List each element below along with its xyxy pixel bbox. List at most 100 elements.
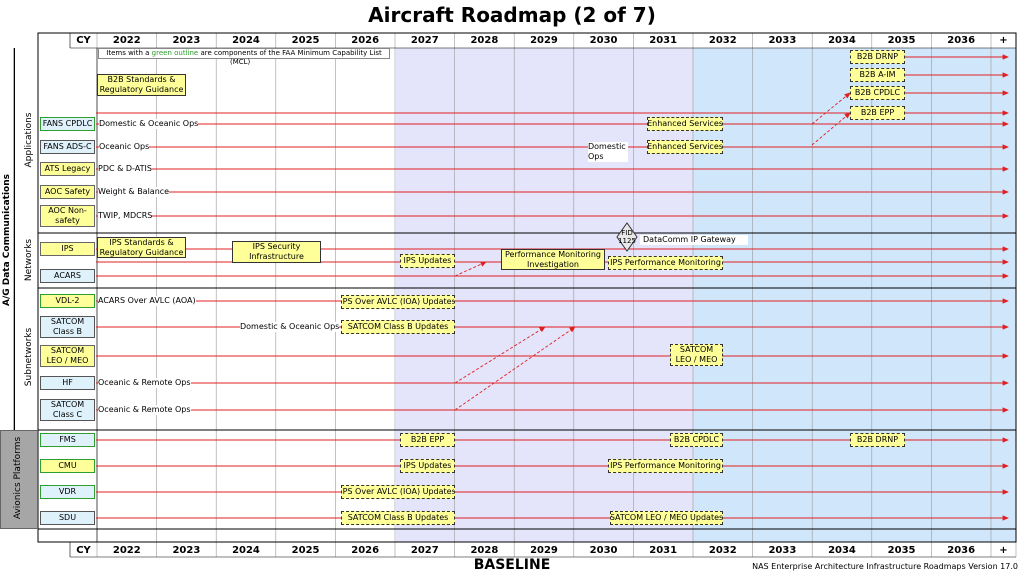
b2b-epp-box: B2B EPP: [850, 106, 905, 120]
row-label-vdr: VDR: [40, 485, 95, 499]
fms-b2b-cpdlc: B2B CPDLC: [670, 433, 723, 447]
top-year-2034: 2034: [828, 35, 856, 46]
fms-b2b-drnp: B2B DRNP: [850, 433, 905, 447]
row-desc-aoc-nonsafety: TWIP, MDCRS: [98, 211, 153, 221]
ips-perf-monitoring-net: IPS Performance Monitoring: [608, 256, 723, 270]
legend-prefix: Items with a: [106, 49, 152, 57]
bottom-year-2024: 2024: [232, 545, 260, 556]
label-networks: Networks: [24, 238, 34, 282]
bottom-year-2028: 2028: [470, 545, 499, 556]
row-label-fans-cpdlc: FANS CPDLC: [40, 117, 95, 131]
far-term-band: [693, 48, 1016, 542]
legend-highlight: green outline: [151, 49, 199, 57]
ips-standards-box: IPS Standards & Regulatory Guidance: [97, 237, 186, 258]
version-label: NAS Enterprise Architecture Infrastructu…: [752, 562, 1018, 571]
domestic-ops-note: Domestic Ops: [588, 142, 628, 162]
bottom-year-2027: 2027: [410, 545, 439, 556]
fid-label: FID 1125: [618, 229, 636, 245]
top-year-2029: 2029: [530, 35, 558, 46]
row-label-vdl2: VDL-2: [40, 294, 95, 308]
b2b-standards-box: B2B Standards & Regulatory Guidance: [97, 74, 186, 96]
ips-avlc-updates-sub: IPS Over AVLC (IOA) Updates: [341, 295, 455, 309]
bottom-year-2034: 2034: [828, 545, 856, 556]
row-label-ips: IPS: [40, 242, 95, 256]
label-subnetworks: Subnetworks: [24, 327, 34, 387]
datacomm-gateway-label: DataComm IP Gateway: [640, 235, 748, 245]
ips-updates-net: IPS Updates: [400, 254, 455, 268]
bottom-year-2025: 2025: [291, 545, 320, 556]
row-label-hf: HF: [40, 376, 95, 390]
legend-suffix: are components of the FAA Minimum Capabi…: [198, 49, 382, 57]
row-label-satcom-c: SATCOM Class C: [40, 399, 95, 421]
row-label-acars: ACARS: [40, 269, 95, 283]
bottom-year-2023: 2023: [172, 545, 201, 556]
cmu-ips-perf: IPS Performance Monitoring: [608, 459, 723, 473]
transition-arrow-2: [454, 261, 487, 277]
b2b-drnp-box: B2B DRNP: [850, 50, 905, 64]
enhanced-services-1: Enhanced Services: [647, 117, 723, 131]
row-label-sdu: SDU: [40, 511, 95, 525]
bottom-year-plus: +: [999, 545, 1008, 556]
cy-label-top: CY: [76, 35, 91, 46]
bottom-year-2026: 2026: [351, 545, 380, 556]
label-ag-datacomm: A/G Data Communications: [2, 174, 12, 307]
row-desc-aoc-safety: Weight & Balance: [98, 187, 170, 197]
sdu-satcom-b: SATCOM Class B Updates: [341, 511, 455, 525]
baseline-label: BASELINE: [473, 557, 551, 573]
top-year-2022: 2022: [112, 35, 141, 46]
top-year-2031: 2031: [649, 35, 678, 46]
bottom-year-2031: 2031: [649, 545, 678, 556]
satcom-leo-meo-sub: SATCOM LEO / MEO: [670, 344, 723, 366]
bottom-year-2029: 2029: [530, 545, 558, 556]
satcom-b-updates-sub: SATCOM Class B Updates: [341, 320, 455, 334]
vdr-ips-avlc: IPS Over AVLC (IOA) Updates: [341, 485, 455, 499]
enhanced-services-2: Enhanced Services: [647, 140, 723, 154]
row-desc-fans-cpdlc: Domestic & Oceanic Ops: [99, 119, 199, 129]
legend: Items with a green outline are component…: [98, 48, 390, 59]
label-applications: Applications: [24, 112, 34, 168]
sdu-satcom-leo: SATCOM LEO / MEO Updates: [610, 511, 723, 525]
avionics-label-block: [0, 430, 38, 529]
bottom-year-2032: 2032: [708, 545, 737, 556]
row-desc-ats-legacy: PDC & D-ATIS: [98, 164, 152, 174]
top-year-2026: 2026: [351, 35, 380, 46]
b2b-cpdlc-box: B2B CPDLC: [850, 86, 905, 100]
top-year-2035: 2035: [887, 35, 916, 46]
bottom-year-2033: 2033: [768, 545, 797, 556]
cy-label-bottom: CY: [76, 545, 91, 556]
b2b-aim-box: B2B A-IM: [850, 68, 905, 82]
transition-arrow-3: [454, 326, 546, 384]
row-desc-satcom-c: Oceanic & Remote Ops: [98, 405, 191, 415]
row-label-satcom-b: SATCOM Class B: [40, 316, 95, 338]
transition-arrow-0: [811, 92, 851, 125]
row-label-aoc-safety: AOC Safety: [40, 185, 95, 199]
outer-label-column: [0, 48, 15, 430]
bottom-year-2035: 2035: [887, 545, 916, 556]
row-desc-fans-adsc: Oceanic Ops: [99, 142, 150, 152]
row-label-aoc-nonsafety: AOC Non-safety: [40, 205, 95, 227]
top-year-2027: 2027: [410, 35, 439, 46]
bottom-year-2030: 2030: [589, 545, 618, 556]
row-desc-vdl2: ACARS Over AVLC (AOA): [98, 296, 196, 306]
legend-mcl: (MCL): [230, 58, 251, 66]
row-desc-satcom-b: Domestic & Oceanic Ops: [240, 322, 340, 332]
top-year-2023: 2023: [172, 35, 201, 46]
row-label-fans-adsc: FANS ADS-C: [40, 140, 95, 154]
transition-arrow-4: [454, 326, 576, 411]
row-label-fms: FMS: [40, 433, 95, 447]
label-avionics: Avionics Platforms: [13, 436, 23, 520]
transition-arrow-1: [811, 112, 851, 146]
fid-diamond: [616, 222, 638, 252]
ips-security-box: IPS Security Infrastructure: [232, 241, 321, 263]
perf-monitoring-investigation: Performance Monitoring Investigation: [501, 249, 605, 270]
fms-b2b-epp: B2B EPP: [400, 433, 455, 447]
top-year-2030: 2030: [589, 35, 618, 46]
top-year-2025: 2025: [291, 35, 320, 46]
top-year-2032: 2032: [708, 35, 737, 46]
top-year-2028: 2028: [470, 35, 499, 46]
top-year-plus: +: [999, 35, 1008, 46]
top-year-2036: 2036: [947, 35, 976, 46]
row-label-satcom-leo: SATCOM LEO / MEO: [40, 345, 95, 367]
bottom-year-2036: 2036: [947, 545, 976, 556]
cmu-ips-updates: IPS Updates: [400, 459, 455, 473]
